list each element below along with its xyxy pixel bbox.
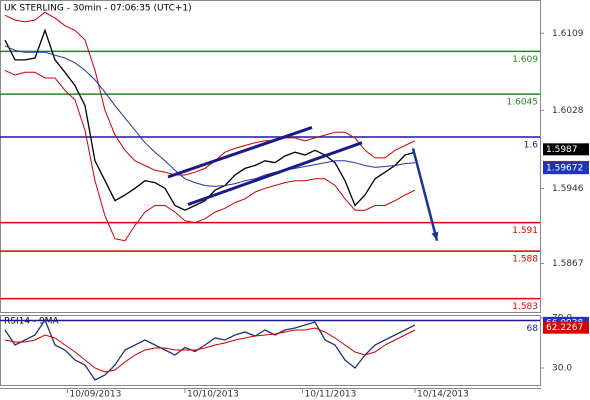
- y-tick-label: 1.6109: [552, 29, 584, 39]
- price-label: 62.2267: [546, 323, 583, 333]
- chart-title: UK STERLING - 30min - 07:06:35 (UTC+1): [4, 4, 192, 14]
- arrow-shaft: [411, 148, 439, 241]
- rsi-panel: [0, 315, 541, 386]
- level-label: 1.6: [524, 140, 539, 150]
- x-tick-label: 10/11/2013: [305, 390, 357, 400]
- series-line: [4, 11, 416, 176]
- x-tick-label: 10/09/2013: [70, 390, 122, 400]
- rsi-title: RSI14 - 9MA: [4, 317, 60, 327]
- y-tick-label: 1.5946: [552, 184, 584, 194]
- y-tick-label: 30.0: [552, 364, 572, 374]
- x-tick-label: 10/10/2013: [187, 390, 239, 400]
- series-line: [4, 318, 416, 381]
- level-label: 1.583: [512, 302, 538, 312]
- series-line: [4, 45, 416, 187]
- price-label-box: [543, 162, 589, 175]
- price-label: 1.5987: [546, 145, 578, 155]
- x-tick-label: 10/14/2013: [417, 390, 469, 400]
- price-label-box: [543, 321, 589, 334]
- y-tick-label: 1.6028: [552, 106, 584, 116]
- arrow-head: [431, 231, 439, 241]
- price-label: 1.59672: [546, 164, 583, 174]
- series-line: [4, 69, 416, 242]
- level-label: 1.591: [512, 226, 538, 236]
- y-tick-label: 1.5867: [552, 259, 584, 269]
- series-line: [4, 327, 416, 373]
- level-label: 1.6045: [507, 98, 539, 108]
- price-panel: [0, 0, 541, 313]
- level-label: 1.588: [512, 255, 538, 265]
- trend-line: [187, 141, 363, 206]
- trend-line: [167, 126, 313, 179]
- level-label: 68: [527, 324, 539, 334]
- level-label: 1.609: [512, 55, 538, 65]
- price-label-box: [543, 143, 589, 156]
